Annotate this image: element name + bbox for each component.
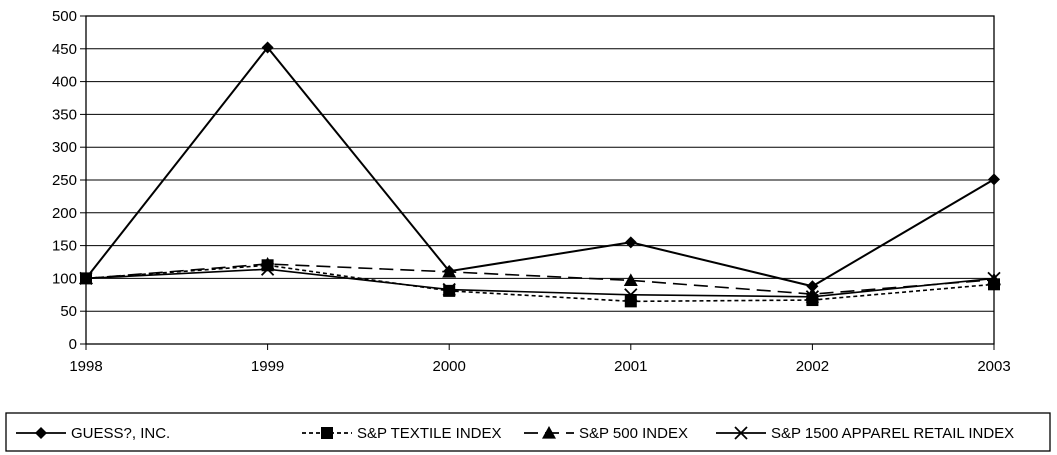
x-tick-label: 1998: [69, 358, 102, 375]
legend-item: S&P TEXTILE INDEX: [302, 425, 502, 442]
x-marker-stroke: [734, 426, 748, 440]
y-tick-label: 250: [52, 172, 77, 189]
data-point: [261, 259, 274, 272]
y-tick-label: 150: [52, 238, 77, 255]
legend-item: S&P 500 INDEX: [524, 425, 688, 442]
y-tick-label: 450: [52, 41, 77, 58]
series-line: [85, 268, 995, 298]
grid-lines: [85, 15, 995, 345]
legend-marker: [35, 427, 47, 439]
data-point: [988, 173, 1000, 186]
y-axis-ticks: 0 50 100 150 200 250 300 350 400 450 500: [52, 8, 86, 353]
legend-label: S&P 1500 APPAREL RETAIL INDEX: [771, 425, 1014, 442]
y-tick-label: 0: [69, 336, 77, 353]
legend-marker: [542, 426, 556, 439]
series-line: [85, 264, 995, 303]
y-tick-label: 400: [52, 74, 77, 91]
legend-item: GUESS?, INC.: [16, 425, 170, 442]
data-point: [443, 284, 456, 297]
data-point: [624, 295, 637, 308]
data-point: [624, 236, 637, 249]
data-point: [988, 278, 1000, 291]
series-group: [79, 41, 1001, 308]
x-tick-label: 2003: [977, 358, 1010, 375]
legend-label: S&P TEXTILE INDEX: [357, 425, 502, 442]
series-1: [80, 259, 1000, 308]
y-tick-label: 100: [52, 270, 77, 287]
y-tick-label: 350: [52, 106, 77, 123]
legend-marker: [321, 427, 333, 439]
x-tick-label: 2001: [614, 358, 647, 375]
legend-box: [5, 412, 1051, 452]
data-point: [806, 294, 819, 307]
legend-marker: [734, 426, 748, 440]
legend: GUESS?, INC. S&P TEXTILE INDEX S&P 500 IND…: [5, 412, 1051, 452]
legend-label: GUESS?, INC.: [71, 425, 170, 442]
legend-label: S&P 500 INDEX: [579, 425, 688, 442]
legend-item: S&P 1500 APPAREL RETAIL INDEX: [716, 425, 1014, 442]
series-0: [80, 41, 1000, 293]
data-point: [806, 280, 819, 293]
data-point: [80, 272, 92, 285]
data-point: [443, 265, 456, 278]
x-tick-label: 2000: [433, 358, 466, 375]
data-point: [623, 273, 638, 286]
series-line: [85, 263, 995, 295]
data-point: [261, 41, 274, 54]
y-tick-label: 300: [52, 139, 77, 156]
y-tick-label: 200: [52, 205, 77, 222]
series-line: [85, 45, 995, 288]
x-axis-ticks: 1998 1999 2000 2001 2002 2003: [69, 344, 1011, 375]
x-tick-label: 2002: [796, 358, 829, 375]
x-tick-label: 1999: [251, 358, 284, 375]
y-tick-label: 500: [52, 8, 77, 25]
plot-area: 0 50 100 150 200 250 300 350 400 450 500 1998 1999 2…: [52, 8, 1011, 375]
y-tick-label: 50: [60, 303, 77, 320]
